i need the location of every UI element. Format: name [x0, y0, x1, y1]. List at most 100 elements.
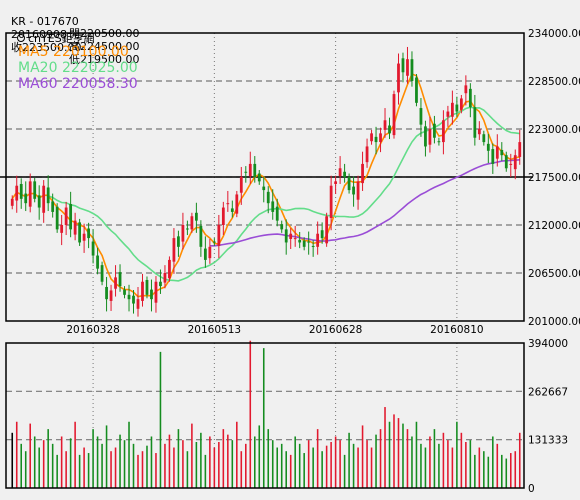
- candle-body: [114, 277, 117, 289]
- candle-body: [392, 94, 396, 136]
- candle-body: [446, 111, 450, 117]
- candle-body: [388, 125, 391, 134]
- candle-body: [347, 177, 351, 191]
- candle-body: [73, 220, 77, 235]
- candle-body: [96, 255, 99, 269]
- candle-body: [311, 245, 315, 247]
- candle-body: [459, 98, 463, 110]
- candle-body: [226, 203, 230, 205]
- date-xtick-label: 20160328: [66, 324, 119, 336]
- candle-body: [275, 206, 279, 221]
- date-xtick-label: 20160513: [188, 324, 241, 336]
- candle-body: [450, 102, 454, 117]
- candle-body: [217, 225, 221, 246]
- candle-body: [509, 163, 513, 165]
- legend-ma20: MA20 222025.00: [18, 60, 138, 76]
- candle-body: [334, 181, 338, 184]
- price-ytick-label: 228500.00: [528, 76, 580, 88]
- candle-body: [298, 239, 302, 243]
- candle-body: [307, 241, 311, 243]
- candle-body: [352, 186, 355, 195]
- candle-body: [69, 204, 73, 230]
- candle-body: [15, 185, 19, 201]
- price-ytick-label: 201000.00: [528, 316, 580, 328]
- candle-body: [51, 201, 55, 212]
- candle-body: [91, 241, 95, 256]
- candle-body: [486, 143, 490, 151]
- candle-body: [199, 225, 203, 247]
- candle-body: [82, 233, 86, 241]
- price-panel-frame: [5, 32, 525, 322]
- volume-ytick-label: 394000: [528, 338, 568, 350]
- candle-body: [320, 230, 324, 239]
- candle-body: [239, 177, 243, 193]
- candle-body: [141, 281, 144, 301]
- stock-code: KR - 017670: [11, 15, 79, 28]
- high-price: 高224500.00: [69, 40, 140, 53]
- candle-body: [289, 233, 293, 239]
- candle-body: [154, 281, 158, 303]
- candle-body: [468, 88, 472, 108]
- candle-body: [132, 295, 135, 304]
- candle-body: [46, 187, 50, 204]
- candle-body: [230, 208, 234, 212]
- volume-ytick-label: 131333: [528, 435, 568, 447]
- candle-body: [316, 233, 320, 247]
- candle-body: [428, 129, 432, 145]
- candle-body: [55, 206, 59, 230]
- candle-body: [123, 289, 126, 295]
- candle-body: [518, 142, 522, 157]
- candle-body: [370, 133, 373, 142]
- candle-body: [24, 193, 28, 204]
- candle-body: [504, 155, 508, 169]
- candle-body: [343, 171, 346, 177]
- legend: MA5 220100.00 MA20 222025.00 MA60 220058…: [18, 44, 138, 92]
- candle-body: [379, 133, 382, 143]
- candle-body: [266, 191, 270, 204]
- candle-body: [419, 108, 423, 125]
- candle-body: [477, 129, 481, 135]
- candle-body: [356, 181, 360, 200]
- candle-body: [415, 77, 418, 103]
- legend-ma5: MA5 220100.00: [18, 44, 129, 60]
- candle-body: [361, 163, 364, 184]
- candle-body: [293, 238, 297, 240]
- candle-body: [253, 163, 257, 177]
- ma5-line: [11, 72, 520, 298]
- candle-body: [325, 216, 329, 244]
- volume-ytick-label: 262667: [528, 386, 568, 398]
- candle-body: [374, 136, 378, 143]
- date-xtick-label: 20160628: [309, 324, 362, 336]
- candle-body: [177, 236, 180, 247]
- candle-body: [150, 289, 153, 300]
- candle-body: [168, 259, 171, 279]
- candle-body: [482, 134, 486, 143]
- candle-body: [410, 59, 414, 81]
- candle-body: [33, 181, 37, 199]
- candle-body: [257, 173, 261, 182]
- candle-body: [203, 248, 207, 260]
- price-ytick-label: 206500.00: [528, 268, 580, 280]
- candle-body: [406, 59, 409, 76]
- candle-body: [64, 207, 68, 225]
- candle-body: [163, 273, 167, 283]
- candle-body: [491, 149, 495, 164]
- source-text: cnYES鉅亨網: [28, 31, 95, 45]
- candle-body: [78, 222, 82, 243]
- candle-body: [181, 225, 185, 242]
- price-ytick-label: 217500.00: [528, 172, 580, 184]
- candle-body: [365, 146, 369, 163]
- candle-body: [262, 186, 266, 191]
- price-ytick-label: 212000.00: [528, 220, 580, 232]
- candle-body: [60, 225, 64, 233]
- price-ytick-label: 234000.00: [528, 28, 580, 40]
- candle-body: [244, 171, 248, 173]
- candle-body: [338, 168, 342, 177]
- candle-body: [105, 286, 108, 300]
- candle-body: [10, 198, 14, 206]
- date-xtick-label: 20160810: [430, 324, 483, 336]
- candle-body: [87, 228, 90, 239]
- candle-body: [109, 290, 113, 301]
- candle-body: [383, 120, 387, 130]
- low-price: 低219500.00: [69, 53, 140, 66]
